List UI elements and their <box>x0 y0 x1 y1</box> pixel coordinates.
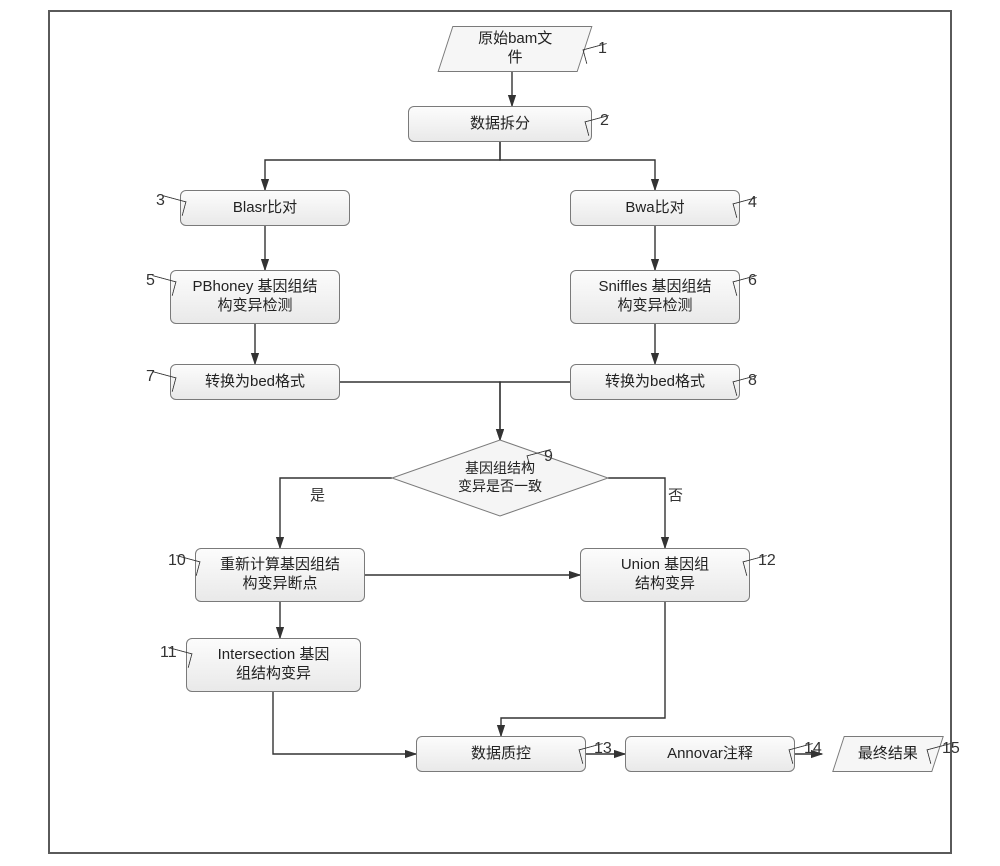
branch-label-yes: 是 <box>310 484 325 505</box>
process-data-qc: 数据质控 <box>416 736 586 772</box>
branch-label-no: 否 <box>668 484 683 505</box>
io-original-bam: 原始bam文件 <box>438 26 593 72</box>
process-union-sv: Union 基因组结构变异 <box>580 548 750 602</box>
process-annovar: Annovar注释 <box>625 736 795 772</box>
process-pbhoney-sv: PBhoney 基因组结构变异检测 <box>170 270 340 324</box>
process-intersection-sv: Intersection 基因组结构变异 <box>186 638 361 692</box>
process-recalc-breakpoints: 重新计算基因组结构变异断点 <box>195 548 365 602</box>
process-sniffles-sv: Sniffles 基因组结构变异检测 <box>570 270 740 324</box>
process-bed-right: 转换为bed格式 <box>570 364 740 400</box>
process-split-data: 数据拆分 <box>408 106 592 142</box>
process-blasr-align: Blasr比对 <box>180 190 350 226</box>
process-bed-left: 转换为bed格式 <box>170 364 340 400</box>
diagram-canvas: 原始bam文件 数据拆分 Blasr比对 Bwa比对 PBhoney 基因组结构… <box>0 0 1000 866</box>
process-bwa-align: Bwa比对 <box>570 190 740 226</box>
